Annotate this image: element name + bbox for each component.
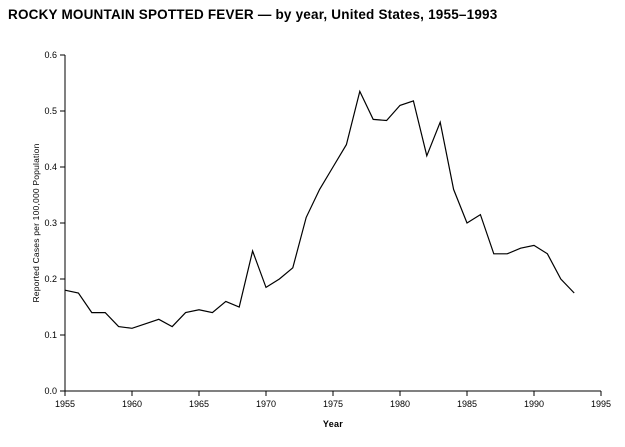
x-tick-label: 1955	[55, 399, 75, 409]
y-tick-label: 0.3	[44, 218, 57, 228]
x-tick-label: 1965	[189, 399, 209, 409]
y-tick-label: 0.0	[44, 386, 57, 396]
data-line	[64, 89, 575, 329]
y-tick-label: 0.6	[44, 50, 57, 60]
x-tick-label: 1980	[390, 399, 410, 409]
y-axis-label: Reported Cases per 100,000 Population	[31, 143, 41, 303]
x-tick-label: 1960	[122, 399, 142, 409]
y-tick-label: 0.5	[44, 106, 57, 116]
x-tick-label: 1975	[323, 399, 343, 409]
x-tick-label: 1995	[591, 399, 611, 409]
x-axis-label: Year	[322, 419, 344, 429]
x-tick-label: 1985	[457, 399, 477, 409]
x-tick-label: 1970	[256, 399, 276, 409]
y-tick-label: 0.4	[44, 162, 57, 172]
x-tick-label: 1990	[524, 399, 544, 409]
y-tick-label: 0.2	[44, 274, 57, 284]
chart-title: ROCKY MOUNTAIN SPOTTED FEVER — by year, …	[8, 7, 498, 22]
y-tick-label: 0.1	[44, 330, 57, 340]
